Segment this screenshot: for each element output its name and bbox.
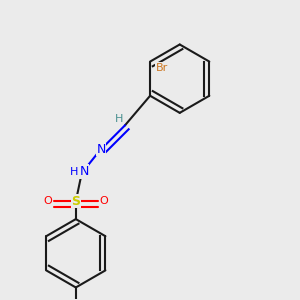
Text: N: N <box>96 143 106 156</box>
Text: O: O <box>99 196 108 206</box>
Text: S: S <box>71 195 80 208</box>
Text: Br: Br <box>156 62 168 73</box>
Text: H: H <box>70 167 79 176</box>
Text: O: O <box>44 196 52 206</box>
Text: N: N <box>80 165 89 178</box>
Text: H: H <box>115 114 123 124</box>
